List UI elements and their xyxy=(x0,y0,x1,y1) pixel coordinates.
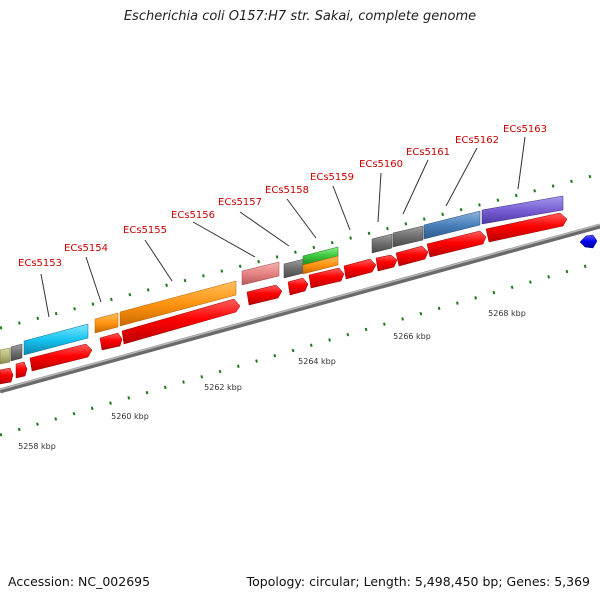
cds-arrow[interactable] xyxy=(29,343,93,372)
kbp-label-5258: 5258 kbp xyxy=(18,442,56,451)
cds-arrow[interactable] xyxy=(343,258,377,280)
cds-arrow[interactable] xyxy=(15,361,28,379)
cds-arrow[interactable] xyxy=(308,267,345,289)
kbp-label-5260: 5260 kbp xyxy=(111,412,149,421)
gene-block-ecs5155[interactable] xyxy=(119,280,237,327)
gene-block-ecs5160[interactable] xyxy=(371,233,393,254)
sequence-backbone xyxy=(0,223,600,394)
gene-block-ecs5154[interactable] xyxy=(94,312,119,334)
gene-label-ecs5155[interactable]: ECs5155 xyxy=(123,225,167,236)
cds-arrow[interactable] xyxy=(485,212,568,243)
gene-block-olive[interactable] xyxy=(0,347,11,365)
gene-label-ecs5161[interactable]: ECs5161 xyxy=(406,147,450,158)
gene-labels: ECs5153 ECs5154 ECs5155 ECs5156 ECs5157 … xyxy=(18,124,547,269)
genome-summary: Topology: circular; Length: 5,498,450 bp… xyxy=(246,574,590,589)
kbp-label-5268: 5268 kbp xyxy=(488,309,526,318)
label-leader-lines xyxy=(40,136,526,318)
reverse-cds-arrow[interactable] xyxy=(579,234,598,249)
gene-block-ecs5163[interactable] xyxy=(481,195,564,225)
gene-block-ecs5156[interactable] xyxy=(241,261,280,286)
accession-label: Accession: NC_002695 xyxy=(8,574,151,589)
cds-arrow[interactable] xyxy=(395,245,429,267)
kbp-label-5262: 5262 kbp xyxy=(204,383,242,392)
gene-label-ecs5156[interactable]: ECs5156 xyxy=(171,210,215,221)
gene-block-ecs5153[interactable] xyxy=(23,323,89,356)
gene-label-ecs5162[interactable]: ECs5162 xyxy=(455,135,499,146)
gene-label-ecs5160[interactable]: ECs5160 xyxy=(359,159,403,170)
gene-label-ecs5157[interactable]: ECs5157 xyxy=(218,197,262,208)
cds-arrow[interactable] xyxy=(426,230,487,258)
cds-arrow[interactable] xyxy=(0,367,14,385)
gene-block-gray[interactable] xyxy=(10,343,23,362)
gene-label-ecs5159[interactable]: ECs5159 xyxy=(310,172,354,183)
map-title: Escherichia coli O157:H7 str. Sakai, com… xyxy=(123,9,477,24)
gene-label-ecs5153[interactable]: ECs5153 xyxy=(18,258,62,269)
gene-block-ecs5162[interactable] xyxy=(423,210,481,240)
gene-block-ecs5159[interactable] xyxy=(302,255,339,275)
gene-label-ecs5163[interactable]: ECs5163 xyxy=(503,124,547,135)
gene-label-ecs5158[interactable]: ECs5158 xyxy=(265,185,309,196)
cds-arrow[interactable] xyxy=(99,332,123,351)
cds-arrow[interactable] xyxy=(287,277,309,296)
upper-feature-row xyxy=(0,195,564,365)
cds-arrow[interactable] xyxy=(246,284,283,306)
cds-arrow-row xyxy=(0,212,568,385)
kbp-label-5264: 5264 kbp xyxy=(298,357,336,366)
gene-block-ecs5157[interactable] xyxy=(283,258,305,279)
kbp-label-5266: 5266 kbp xyxy=(393,332,431,341)
gene-block-ecs5161[interactable] xyxy=(392,225,424,248)
kbp-scale-labels: 5258 kbp 5260 kbp 5262 kbp 5264 kbp 5266… xyxy=(18,309,526,451)
gene-label-ecs5154[interactable]: ECs5154 xyxy=(64,243,108,254)
cds-arrow[interactable] xyxy=(121,298,241,345)
cds-arrow[interactable] xyxy=(375,254,398,272)
